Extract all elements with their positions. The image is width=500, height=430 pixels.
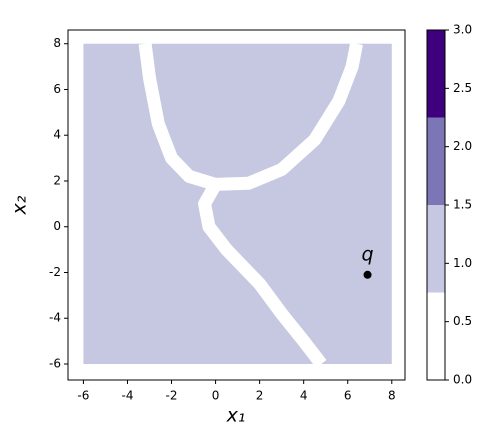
x-tick-label: -4 <box>121 389 133 403</box>
x-axis-label: x₁ <box>226 405 246 427</box>
x-tick-label: 6 <box>344 389 352 403</box>
x-tick-label: -6 <box>77 389 89 403</box>
point-label: q <box>362 243 374 265</box>
y-tick-label: 6 <box>53 82 61 96</box>
band <box>138 42 363 191</box>
colorbar-tick-label: 1.5 <box>453 198 472 212</box>
band <box>198 181 327 368</box>
colorbar-tick-label: 2.0 <box>453 139 472 153</box>
y-tick-label: 4 <box>53 128 61 142</box>
colorbar-tick-label: 2.5 <box>453 81 472 95</box>
y-tick-label: -2 <box>49 265 61 279</box>
y-tick-label: 2 <box>53 173 61 187</box>
colorbar-segment <box>427 30 445 118</box>
colorbar-segment <box>427 205 445 293</box>
colorbar-segment <box>427 117 445 205</box>
x-tick-label: 2 <box>256 389 264 403</box>
colorbar-segment <box>427 292 445 380</box>
point <box>363 270 372 279</box>
y-tick-label: 8 <box>53 36 61 50</box>
colorbar-tick-label: 3.0 <box>453 23 472 37</box>
colorbar-tick-label: 0.0 <box>453 373 472 387</box>
y-tick-label: -4 <box>49 311 61 325</box>
colorbar-tick-label: 0.5 <box>453 314 472 328</box>
y-tick-label: 0 <box>53 219 61 233</box>
x-tick-label: 0 <box>212 389 220 403</box>
y-tick-label: -6 <box>49 356 61 370</box>
x-tick-label: 4 <box>300 389 308 403</box>
x-tick-label: 8 <box>388 389 396 403</box>
y-axis-label: x₂ <box>9 195 31 215</box>
colorbar-tick-label: 1.0 <box>453 256 472 270</box>
x-tick-label: -2 <box>166 389 178 403</box>
plot-frame <box>67 29 406 381</box>
